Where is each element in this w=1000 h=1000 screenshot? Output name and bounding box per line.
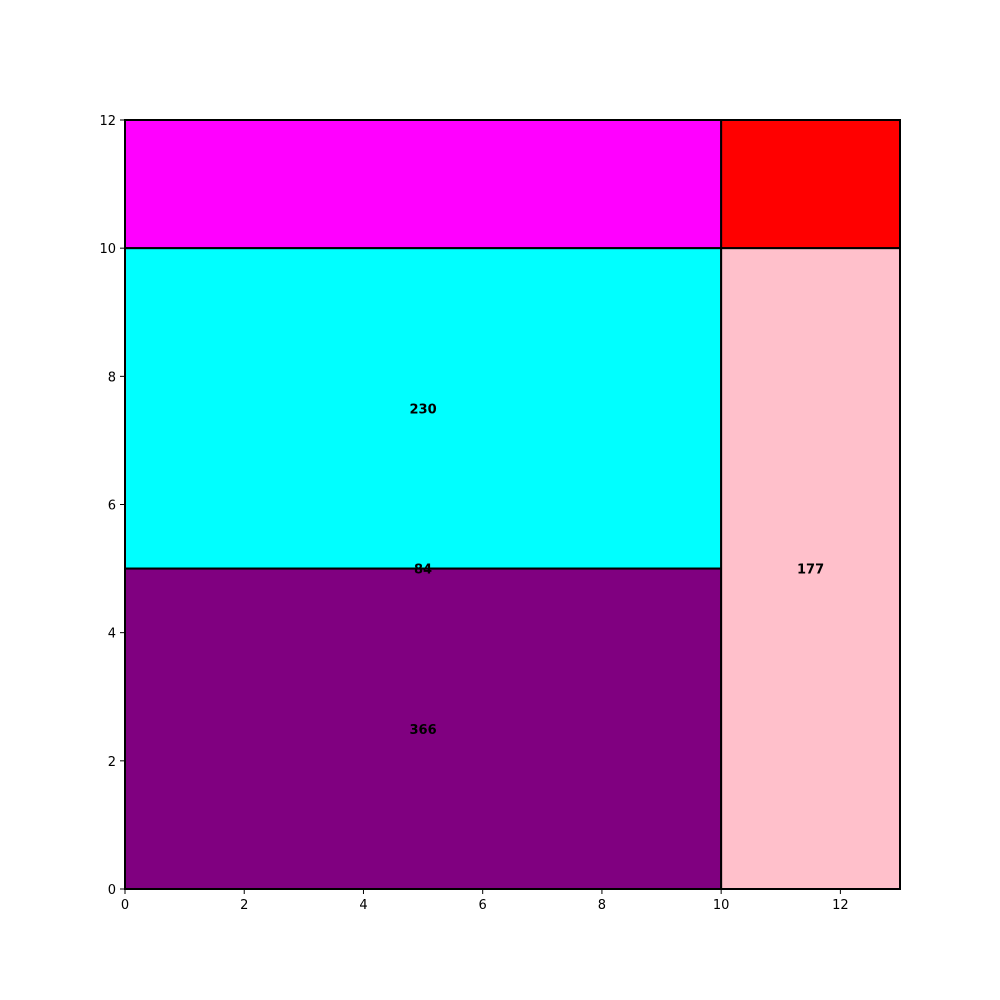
y-tick-label: 12: [99, 114, 116, 129]
cell-value-label: 366: [410, 723, 437, 738]
rects-layer: [124, 119, 902, 890]
treemap-cell-4: [720, 247, 902, 890]
labels-layer: 230 366 177 84: [410, 402, 825, 737]
y-axis-ticks: 0 2 4 6 8 10 12: [99, 114, 125, 898]
x-axis-ticks: 0 2 4 6 8 10 12: [121, 889, 849, 913]
x-tick-label: 2: [240, 898, 248, 913]
x-tick-label: 10: [713, 898, 730, 913]
cell-value-label: 177: [797, 563, 824, 578]
y-tick-label: 8: [108, 370, 116, 385]
x-tick-label: 8: [598, 898, 606, 913]
cell-value-label: 230: [410, 402, 437, 417]
treemap-cell-1: [720, 119, 902, 250]
y-tick-label: 10: [99, 242, 116, 257]
x-tick-label: 6: [479, 898, 487, 913]
treemap-cell-0: [124, 119, 723, 250]
y-tick-label: 0: [108, 883, 116, 898]
y-tick-label: 6: [108, 499, 116, 514]
x-tick-label: 4: [359, 898, 367, 913]
x-tick-label: 12: [832, 898, 849, 913]
annotation-label-0: 84: [414, 563, 432, 578]
y-tick-label: 4: [108, 627, 116, 642]
x-tick-label: 0: [121, 898, 129, 913]
treemap-cell-2: [124, 247, 723, 570]
treemap-cell-3: [124, 567, 723, 890]
y-tick-label: 2: [108, 755, 116, 770]
